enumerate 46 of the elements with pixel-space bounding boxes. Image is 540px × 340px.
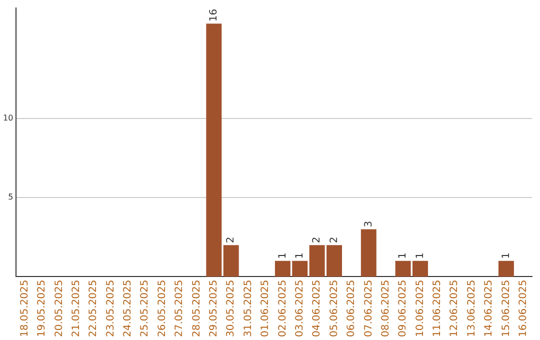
data-label: 2 bbox=[312, 236, 323, 244]
x-tick-label: 04.06.2025 bbox=[312, 280, 323, 338]
data-label: 1 bbox=[398, 252, 409, 259]
x-tick-label: 25.05.2025 bbox=[140, 280, 151, 338]
x-tick-label: 13.06.2025 bbox=[466, 280, 478, 338]
x-tick-label: 11.06.2025 bbox=[432, 280, 444, 338]
x-tick-label: 18.05.2025 bbox=[19, 280, 30, 338]
x-tick-label: 31.05.2025 bbox=[242, 280, 254, 338]
data-label: 1 bbox=[500, 252, 512, 259]
x-tick-label: 27.05.2025 bbox=[174, 280, 186, 338]
bar bbox=[360, 229, 376, 277]
x-tick-label: 01.06.2025 bbox=[260, 280, 272, 338]
data-label: 3 bbox=[363, 220, 374, 228]
x-tick-label: 30.05.2025 bbox=[226, 280, 237, 338]
x-tick-label: 24.05.2025 bbox=[122, 280, 134, 338]
x-tick-label: 07.06.2025 bbox=[363, 280, 374, 338]
x-tick-label: 21.05.2025 bbox=[70, 280, 82, 338]
data-label: 16 bbox=[208, 8, 220, 22]
x-tick-label: 09.06.2025 bbox=[398, 280, 409, 338]
x-tick-label: 20.05.2025 bbox=[54, 280, 65, 338]
x-tick-label: 02.06.2025 bbox=[277, 280, 288, 338]
x-tick-label: 23.05.2025 bbox=[105, 280, 116, 338]
x-tick-label: 12.06.2025 bbox=[449, 280, 460, 338]
data-label: 2 bbox=[226, 236, 237, 244]
x-tick-label: 14.06.2025 bbox=[484, 280, 495, 338]
x-tick-label: 28.05.2025 bbox=[191, 280, 202, 338]
x-tick-label: 08.06.2025 bbox=[380, 280, 392, 338]
data-label: 1 bbox=[414, 252, 426, 259]
x-tick-label: 15.06.2025 bbox=[500, 280, 512, 338]
x-tick-label: 10.06.2025 bbox=[414, 280, 426, 338]
y-tick-label: 10 bbox=[2, 114, 14, 123]
bar bbox=[498, 260, 514, 277]
x-tick-label: 19.05.2025 bbox=[36, 280, 48, 338]
x-tick-label: 05.06.2025 bbox=[328, 280, 340, 338]
data-label: 1 bbox=[294, 252, 306, 259]
x-tick-label: 22.05.2025 bbox=[88, 280, 100, 338]
data-label: 1 bbox=[277, 252, 288, 259]
bar bbox=[206, 24, 222, 277]
x-tick-label: 26.05.2025 bbox=[156, 280, 168, 338]
data-label: 2 bbox=[328, 236, 340, 244]
x-tick-label: 29.05.2025 bbox=[208, 280, 220, 338]
y-tick-label: 5 bbox=[8, 192, 14, 202]
x-tick-label: 06.06.2025 bbox=[346, 280, 358, 338]
x-tick-label: 03.06.2025 bbox=[294, 280, 306, 338]
bar bbox=[223, 245, 239, 277]
x-tick-label: 16.06.2025 bbox=[518, 280, 529, 338]
